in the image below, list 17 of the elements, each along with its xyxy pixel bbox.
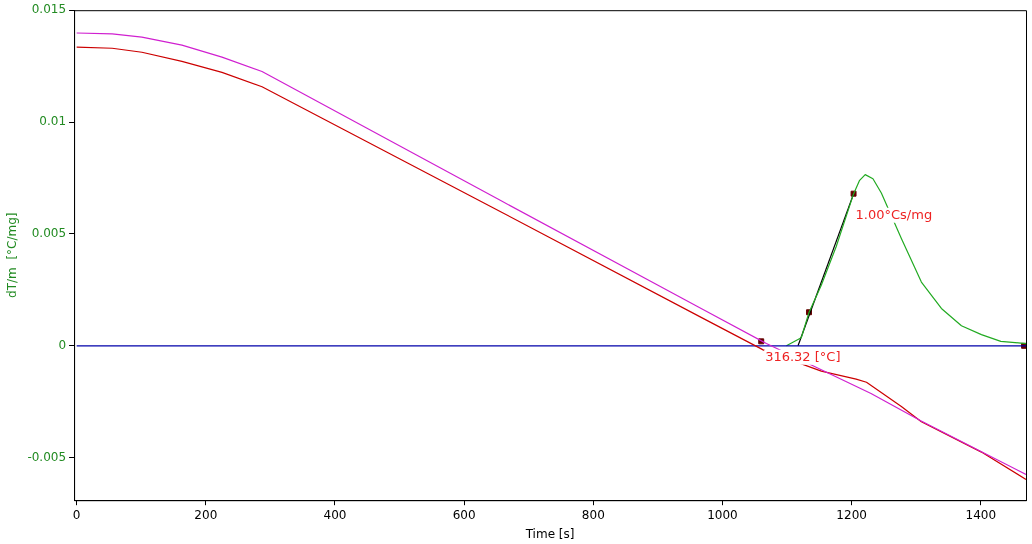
y-tick-label: 0.005 [31,226,67,241]
x-tick-label: 0 [72,507,81,522]
x-tick-label: 400 [323,507,347,522]
x-tick-label: 1400 [965,507,997,522]
x-tick-label: 1000 [707,507,738,522]
y-tick-label: -0.005 [27,449,67,464]
y-tick-label: 0.015 [31,2,67,17]
y-tick-label: 0.01 [39,114,67,129]
annotation: 1.00°Cs/mg [855,206,933,222]
x-axis-title: Time [s] [524,526,575,541]
x-tick-label: 1200 [836,507,867,522]
y-axis-title: dT/m [°C/mg] [5,212,20,298]
annotation: 316.32 [°C] [765,348,841,364]
x-tick-label: 800 [581,507,605,522]
x-tick-label: 600 [452,507,476,522]
y-tick-label: 0 [58,337,67,352]
x-tick-label: 200 [194,507,218,522]
